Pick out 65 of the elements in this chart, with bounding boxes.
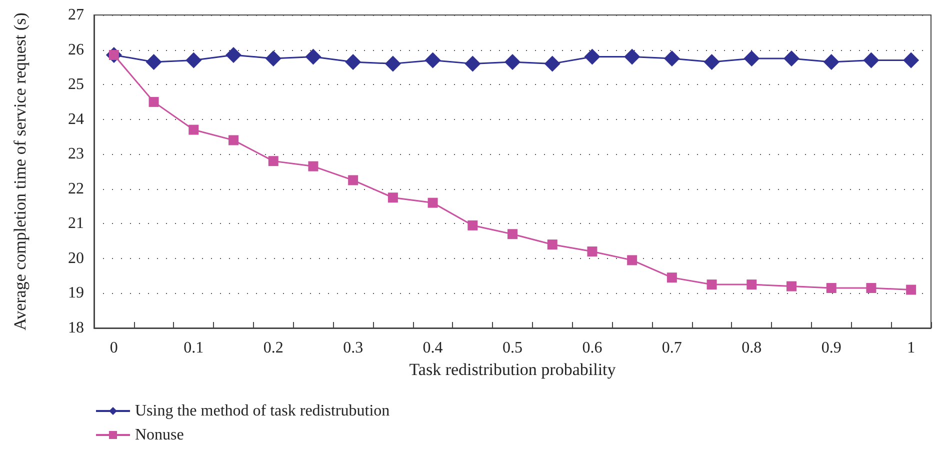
point bbox=[704, 54, 720, 70]
point bbox=[464, 56, 481, 72]
y-tick-label: 23 bbox=[68, 146, 84, 163]
legend-label: Using the method of task redistrubution bbox=[135, 402, 390, 420]
x-tick-label: 0.7 bbox=[662, 340, 682, 356]
legend-label: Nonuse bbox=[135, 426, 184, 444]
point bbox=[345, 54, 362, 70]
point bbox=[903, 52, 920, 68]
x-tick-label: 0.5 bbox=[502, 340, 522, 356]
y-tick-label: 26 bbox=[68, 41, 84, 58]
point bbox=[348, 175, 358, 186]
point bbox=[786, 281, 796, 292]
y-tick-label: 22 bbox=[68, 180, 84, 198]
point bbox=[863, 52, 880, 68]
point bbox=[784, 50, 800, 66]
x-tick-label: 0.6 bbox=[582, 340, 602, 356]
point bbox=[866, 283, 876, 294]
point bbox=[384, 56, 401, 72]
point bbox=[624, 48, 640, 65]
x-tick-label: 0.9 bbox=[821, 340, 842, 356]
point bbox=[627, 255, 638, 266]
point bbox=[587, 246, 598, 256]
point bbox=[228, 135, 238, 146]
point bbox=[468, 220, 478, 230]
point bbox=[906, 284, 916, 295]
x-axis-title: Task redistribution probability bbox=[409, 360, 616, 379]
point bbox=[504, 54, 520, 70]
point bbox=[744, 50, 760, 66]
y-tick-label: 21 bbox=[68, 215, 84, 232]
point bbox=[666, 272, 677, 283]
point bbox=[823, 54, 840, 70]
point bbox=[544, 56, 560, 72]
x-tick-label: 0.1 bbox=[184, 340, 204, 356]
y-tick-label: 20 bbox=[68, 250, 84, 267]
y-tick-label: 18 bbox=[68, 320, 84, 336]
y-tick-label: 27 bbox=[68, 6, 84, 24]
point bbox=[308, 161, 318, 172]
x-tick-label: 0.8 bbox=[742, 340, 762, 356]
point bbox=[424, 52, 441, 68]
point bbox=[268, 156, 278, 166]
point bbox=[146, 54, 162, 70]
y-tick-label: 19 bbox=[68, 284, 84, 302]
point bbox=[388, 192, 398, 203]
point bbox=[664, 50, 680, 66]
x-tick-label: 1 bbox=[907, 340, 916, 356]
point bbox=[826, 283, 836, 294]
y-tick-label: 24 bbox=[68, 110, 84, 128]
y-axis-title: Average completion time of service request (s) bbox=[10, 12, 30, 330]
point bbox=[148, 96, 159, 107]
point bbox=[428, 198, 438, 208]
point bbox=[584, 48, 600, 65]
x-tick-label: 0.3 bbox=[343, 340, 364, 356]
point bbox=[508, 229, 518, 240]
x-tick-label: 0 bbox=[110, 340, 118, 356]
point bbox=[746, 280, 757, 290]
x-tick-label: 0.2 bbox=[263, 340, 284, 356]
x-tick-label: 0.4 bbox=[422, 340, 443, 356]
point bbox=[547, 240, 558, 250]
point bbox=[305, 48, 322, 65]
point bbox=[186, 52, 202, 68]
point bbox=[226, 46, 242, 63]
point bbox=[706, 280, 717, 290]
point bbox=[265, 50, 282, 66]
y-tick-label: 25 bbox=[68, 76, 84, 94]
point bbox=[188, 124, 199, 135]
